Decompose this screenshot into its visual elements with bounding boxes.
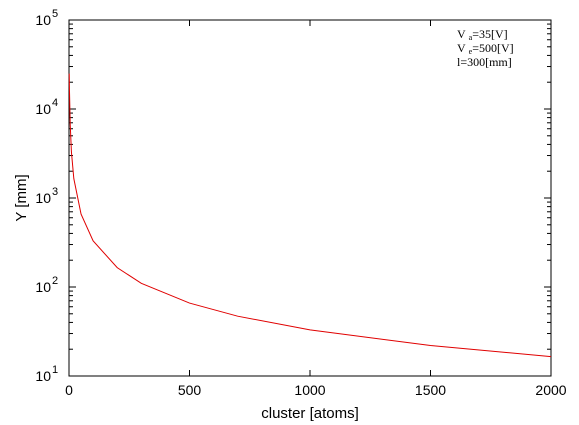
y-tick-label: 10	[35, 368, 51, 384]
ticks	[68, 19, 552, 377]
y-tick-label: 10	[35, 279, 51, 295]
annotation-line: l=300[mm]	[457, 55, 512, 69]
y-axis-title: Y [mm]	[13, 174, 30, 221]
x-tick-label: 0	[65, 382, 73, 398]
series-line	[68, 73, 552, 358]
y-tick-exponent: 3	[52, 186, 58, 198]
y-tick-label: 10	[35, 190, 51, 206]
x-tick-labels: 0 500 1000 1500 2000	[65, 382, 567, 398]
y-tick-exponent: 1	[52, 364, 58, 376]
y-tick-exponent: 2	[52, 275, 58, 287]
y-tick-exponent: 5	[52, 8, 58, 20]
y-tick-label: 10	[35, 101, 51, 117]
x-tick-label: 1500	[415, 382, 446, 398]
plot-area	[68, 19, 552, 377]
y-tick-exponent: 4	[52, 97, 58, 109]
y-tick-label: 10	[35, 12, 51, 28]
x-tick-label: 2000	[535, 382, 566, 398]
x-tick-label: 1000	[294, 382, 325, 398]
x-tick-label: 500	[178, 382, 202, 398]
x-axis-title: cluster [atoms]	[261, 405, 359, 422]
